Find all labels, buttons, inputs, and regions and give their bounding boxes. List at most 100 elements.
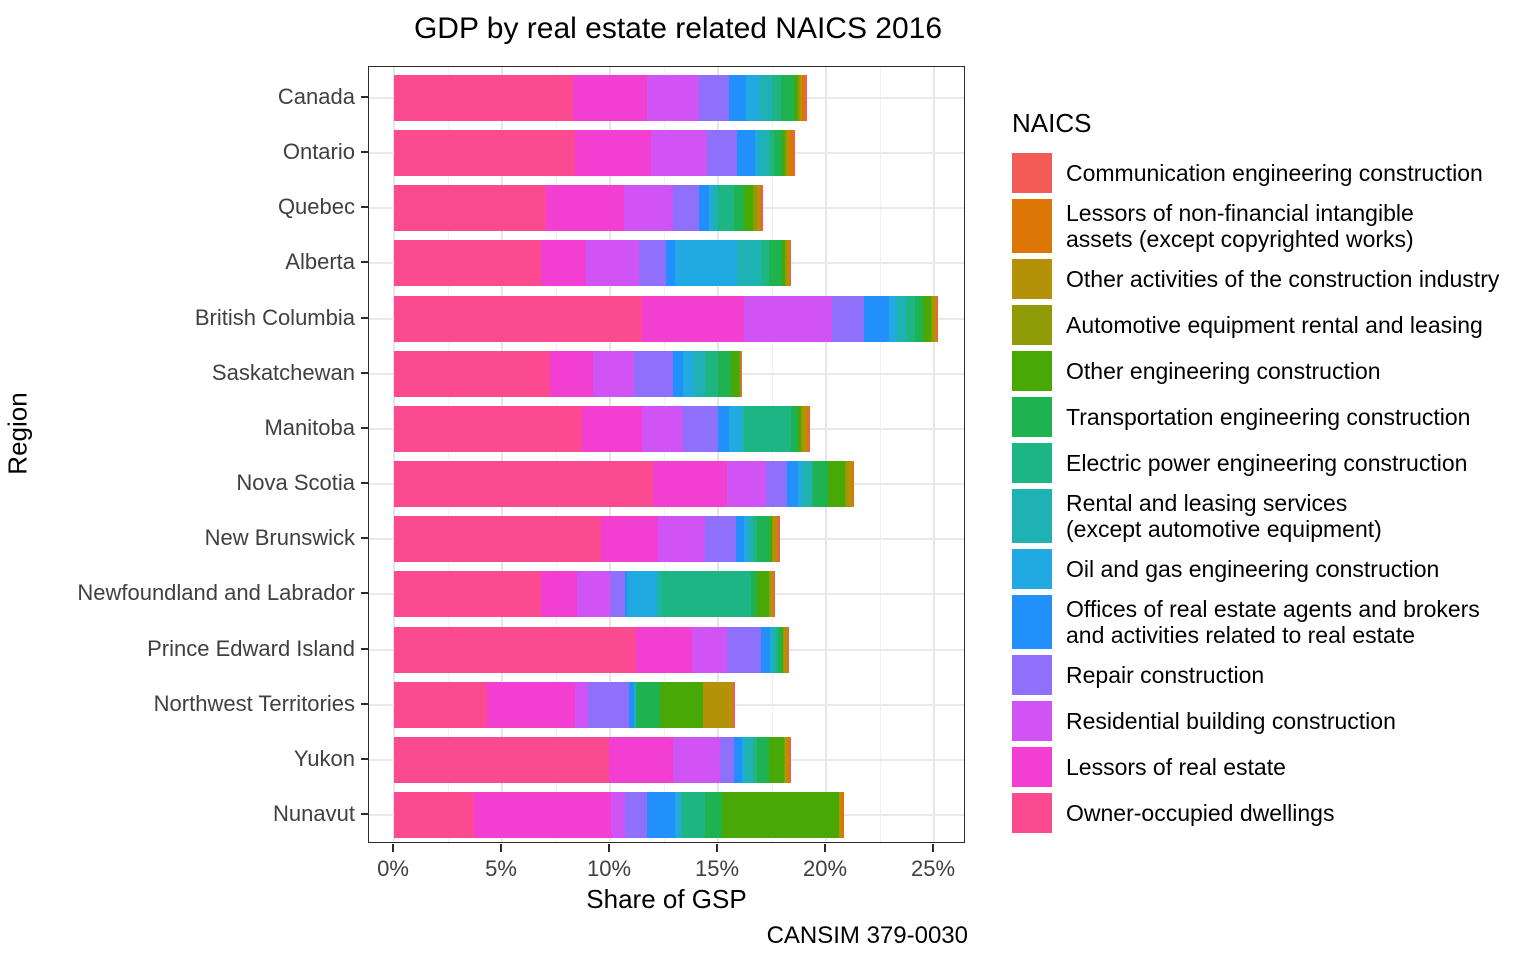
x-tick-label: 15% [694,856,740,881]
legend-label: Lessors of non-financial intangible asset… [1066,200,1414,252]
y-tick-mark [361,757,368,760]
bar-segment [646,75,699,121]
bar-segment [793,130,795,177]
bar-segment [743,405,792,452]
x-tick-mark [716,844,718,852]
legend-item: Automotive equipment rental and leasing [1012,305,1522,345]
bar-segment [394,681,487,728]
bar-segment [741,405,744,452]
bar-row-alberta [369,240,964,287]
bar-row-new-brunswick [369,516,964,563]
bar-segment [896,295,906,342]
bar-segment [752,736,757,783]
legend-swatch-icon [1012,305,1052,345]
bar-segment [608,736,673,783]
bar-segment [783,736,785,783]
legend-title: NAICS [1012,108,1092,138]
bar-segment [802,461,811,508]
bar-segment [751,571,757,618]
bar-segment [782,626,784,673]
bar-segment [692,626,727,673]
legend-label: Rental and leasing services (except autom… [1066,490,1382,542]
bar-segment [737,240,762,287]
bar-segment [633,350,673,397]
bar-segment [778,626,782,673]
x-tick-mark [824,844,826,852]
legend-item: Other activities of the construction ind… [1012,259,1522,299]
bar-segment [832,295,864,342]
bar-segment [774,571,776,618]
bar-segment [746,75,760,121]
legend-item: Rental and leasing services (except autom… [1012,489,1522,543]
y-tick-label: Newfoundland and Labrador [77,580,355,606]
bar-segment [797,405,802,452]
legend-label: Residential building construction [1066,708,1396,734]
bar-segment [394,240,541,287]
bar-segment [789,240,791,287]
bar-segment [845,461,847,508]
y-tick-mark [361,537,368,540]
bar-segment [769,571,774,618]
y-tick-label: Saskatchewan [211,359,355,385]
legend-label: Offices of real estate agents and broker… [1066,596,1480,648]
bar-segment [651,130,708,177]
bar-segment [394,405,582,452]
bar-segment [790,240,792,287]
y-tick-label: Nunavut [273,800,355,826]
bar-segment [473,791,612,838]
bar-segment [784,130,788,177]
bar-row-nunavut [369,791,964,838]
bar-row-canada [369,75,964,121]
bar-segment [728,75,747,121]
bar-segment [733,681,736,728]
gridline-major [825,67,827,842]
legend-label: Automotive equipment rental and leasing [1066,312,1483,338]
bar-segment [394,75,574,121]
bar-segment [828,461,846,508]
bar-segment [768,130,775,177]
bar-segment [575,130,652,177]
bar-segment [683,405,718,452]
bar-segment [740,350,741,397]
bar-segment [718,405,729,452]
bar-segment [634,681,636,728]
legend-label: Owner-occupied dwellings [1066,800,1335,826]
y-tick-mark [361,812,368,815]
legend: NAICS Communication engineering construc… [1012,108,1522,839]
bar-segment [937,295,939,342]
bar-segment [718,350,731,397]
legend-label: Other engineering construction [1066,358,1381,384]
plot-panel [368,66,965,843]
y-tick-label: Nova Scotia [236,470,355,496]
bar-segment [394,626,636,673]
bar-row-manitoba [369,405,964,452]
y-tick-mark [361,702,368,705]
bar-segment [748,516,753,563]
legend-swatch-icon [1012,153,1052,193]
bar-segment [625,571,628,618]
y-tick-mark [361,206,368,209]
bar-segment [711,185,718,232]
legend-swatch-icon [1012,793,1052,833]
bar-segment [394,461,654,508]
bar-segment [698,75,729,121]
bar-segment [610,571,626,618]
bar-segment [936,295,938,342]
bar-segment [586,240,640,287]
x-tick-label: 0% [377,856,409,881]
y-tick-label: Canada [277,84,355,109]
legend-item: Residential building construction [1012,701,1522,741]
bar-segment [784,736,789,783]
bar-segment [773,571,775,618]
bar-segment [780,75,794,121]
bar-segment [756,571,769,618]
bar-segment [394,516,602,563]
bar-segment [734,736,742,783]
legend-item: Oil and gas engineering construction [1012,549,1522,589]
y-tick-mark [361,316,368,319]
bar-segment [781,130,785,177]
legend-items: Communication engineering construction Le… [1012,153,1522,833]
bar-segment [657,516,706,563]
legend-label: Repair construction [1066,662,1265,688]
